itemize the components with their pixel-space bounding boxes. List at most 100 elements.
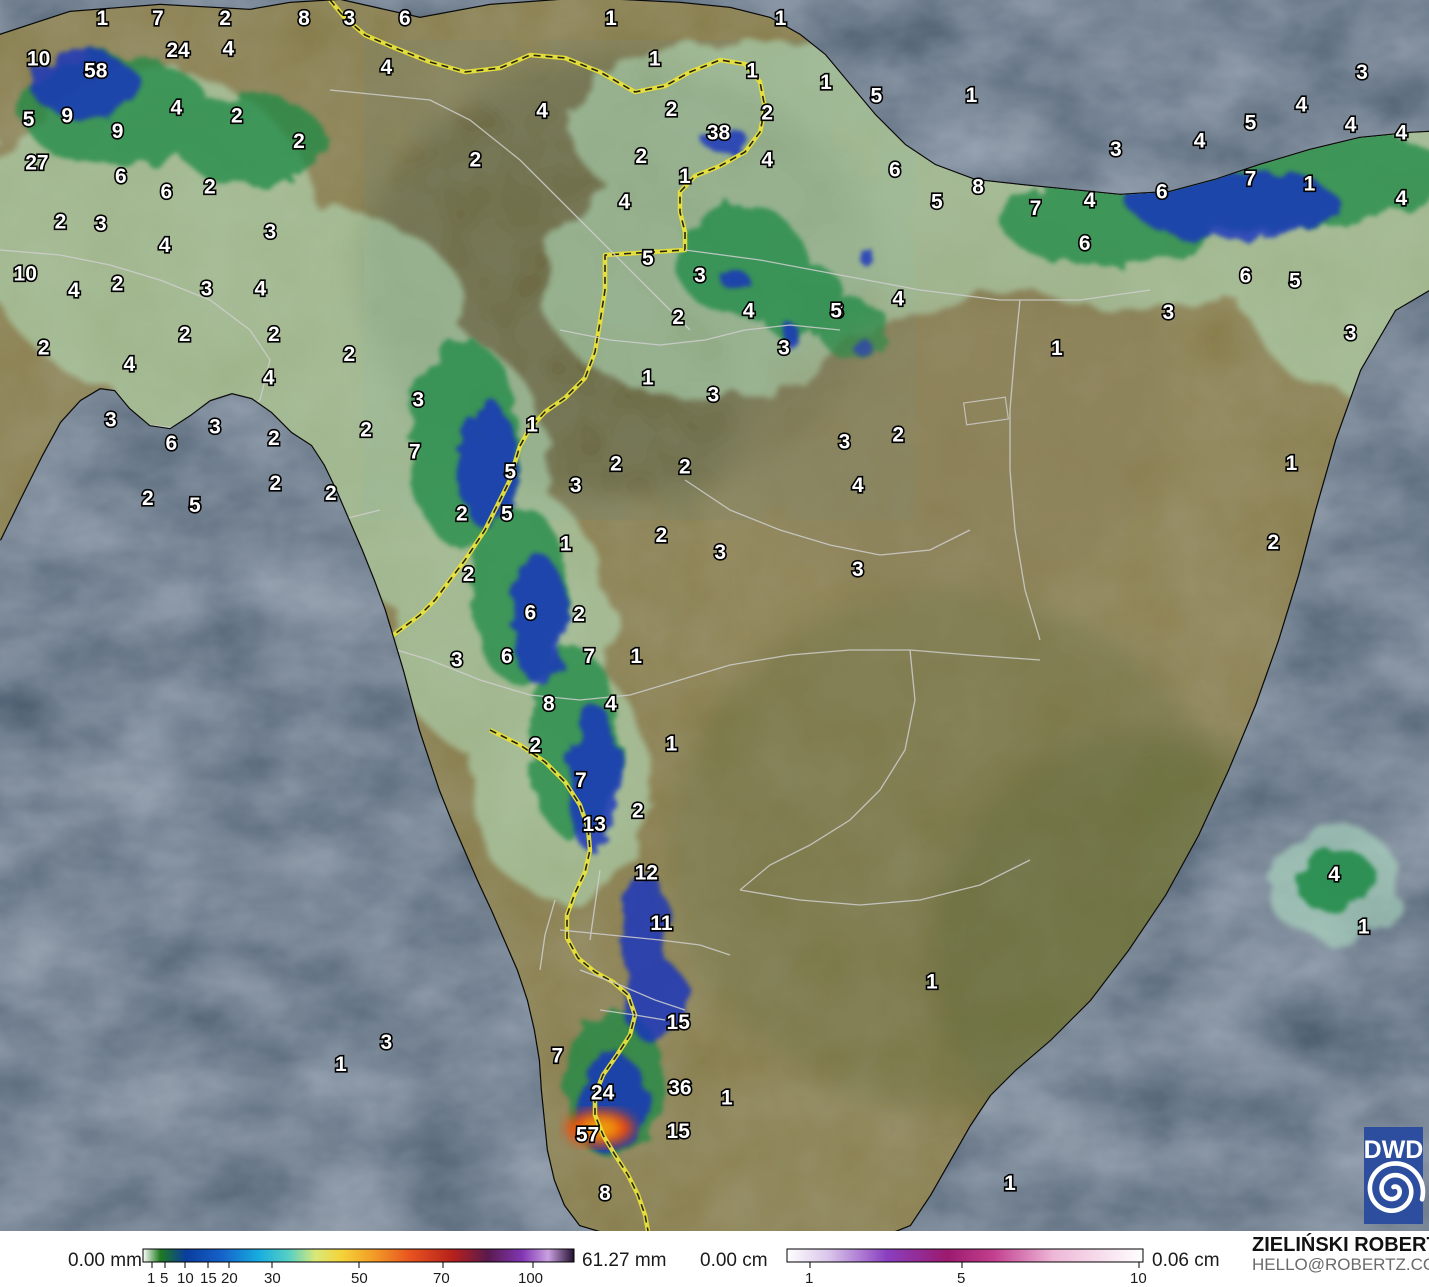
- svg-text:27: 27: [25, 152, 48, 175]
- svg-text:1: 1: [1304, 172, 1316, 195]
- svg-text:3: 3: [1163, 301, 1175, 324]
- svg-text:2: 2: [610, 452, 622, 475]
- svg-text:7: 7: [1245, 168, 1257, 191]
- svg-text:3: 3: [839, 430, 851, 453]
- svg-text:6: 6: [399, 7, 411, 30]
- svg-text:ZIELIŃSKI ROBERT: ZIELIŃSKI ROBERT: [1252, 1233, 1429, 1256]
- svg-text:2: 2: [268, 427, 280, 450]
- svg-text:100: 100: [518, 1270, 543, 1287]
- svg-text:70: 70: [433, 1270, 450, 1287]
- svg-text:3: 3: [778, 336, 790, 359]
- svg-text:5: 5: [1289, 270, 1301, 293]
- svg-text:0.06 cm: 0.06 cm: [1152, 1250, 1220, 1271]
- svg-text:30: 30: [264, 1270, 281, 1287]
- svg-text:8: 8: [543, 692, 555, 715]
- svg-text:1: 1: [526, 414, 538, 437]
- svg-text:2: 2: [55, 211, 67, 234]
- svg-text:3: 3: [1356, 61, 1368, 84]
- svg-text:1: 1: [1051, 337, 1063, 360]
- svg-text:1: 1: [147, 1270, 155, 1287]
- svg-text:5: 5: [931, 190, 943, 213]
- svg-text:3: 3: [105, 409, 117, 432]
- svg-text:5: 5: [830, 299, 842, 322]
- svg-text:4: 4: [619, 190, 631, 213]
- svg-text:2: 2: [672, 306, 684, 329]
- svg-text:6: 6: [501, 645, 513, 668]
- svg-text:1: 1: [1358, 915, 1370, 938]
- svg-text:5: 5: [23, 108, 35, 131]
- svg-text:4: 4: [1345, 113, 1357, 136]
- svg-text:4: 4: [380, 56, 392, 79]
- svg-text:3: 3: [343, 7, 355, 30]
- svg-text:4: 4: [852, 474, 864, 497]
- svg-text:2: 2: [456, 502, 468, 525]
- svg-text:3: 3: [412, 388, 424, 411]
- svg-text:8: 8: [599, 1182, 611, 1205]
- svg-text:5: 5: [160, 1270, 168, 1287]
- svg-text:4: 4: [761, 148, 773, 171]
- svg-text:12: 12: [635, 862, 658, 885]
- svg-text:58: 58: [84, 59, 108, 82]
- svg-text:2: 2: [635, 145, 647, 168]
- svg-text:13: 13: [583, 813, 606, 836]
- svg-text:1: 1: [805, 1270, 813, 1287]
- svg-text:3: 3: [570, 474, 582, 497]
- svg-text:HELLO@ROBERTZ.COM: HELLO@ROBERTZ.COM: [1252, 1255, 1429, 1274]
- svg-text:6: 6: [1079, 232, 1091, 255]
- svg-text:5: 5: [501, 502, 513, 525]
- svg-text:1: 1: [605, 7, 617, 30]
- svg-text:2: 2: [204, 175, 216, 198]
- svg-text:4: 4: [254, 278, 266, 301]
- svg-text:1: 1: [649, 48, 661, 71]
- svg-text:2: 2: [268, 323, 280, 346]
- svg-text:1: 1: [630, 645, 642, 668]
- svg-text:6: 6: [525, 602, 537, 625]
- svg-text:5: 5: [957, 1270, 965, 1287]
- svg-text:1: 1: [1286, 452, 1298, 475]
- svg-text:8: 8: [972, 176, 984, 199]
- svg-text:3: 3: [708, 383, 720, 406]
- svg-text:4: 4: [605, 692, 617, 715]
- svg-text:15: 15: [200, 1270, 217, 1287]
- svg-text:7: 7: [1030, 197, 1042, 220]
- svg-text:15: 15: [667, 1120, 691, 1143]
- svg-text:6: 6: [1156, 181, 1168, 204]
- svg-text:24: 24: [166, 39, 190, 62]
- svg-text:11: 11: [650, 912, 673, 935]
- svg-text:61.27 mm: 61.27 mm: [582, 1250, 666, 1271]
- svg-text:4: 4: [536, 100, 548, 123]
- svg-text:10: 10: [14, 262, 37, 285]
- svg-text:1: 1: [721, 1087, 733, 1110]
- svg-text:DWD: DWD: [1364, 1136, 1424, 1164]
- svg-text:4: 4: [223, 38, 235, 61]
- svg-text:4: 4: [1328, 863, 1340, 886]
- svg-text:3: 3: [95, 212, 107, 235]
- svg-text:2: 2: [360, 419, 372, 442]
- svg-text:36: 36: [668, 1077, 691, 1100]
- svg-text:2: 2: [463, 563, 475, 586]
- svg-text:7: 7: [583, 645, 595, 668]
- svg-text:10: 10: [177, 1270, 194, 1287]
- svg-text:5: 5: [642, 247, 654, 270]
- svg-text:6: 6: [889, 159, 901, 182]
- svg-text:5: 5: [871, 85, 883, 108]
- svg-text:5: 5: [504, 461, 516, 484]
- svg-text:4: 4: [1084, 189, 1096, 212]
- svg-text:2: 2: [632, 800, 644, 823]
- svg-text:2: 2: [325, 482, 337, 505]
- svg-text:7: 7: [409, 441, 421, 464]
- svg-text:1: 1: [666, 732, 678, 755]
- svg-text:3: 3: [852, 558, 864, 581]
- svg-text:6: 6: [160, 180, 172, 203]
- svg-text:2: 2: [219, 7, 231, 30]
- svg-text:7: 7: [551, 1045, 563, 1068]
- svg-text:15: 15: [667, 1011, 691, 1034]
- svg-text:6: 6: [165, 432, 177, 455]
- svg-text:2: 2: [142, 487, 154, 510]
- svg-text:2: 2: [293, 130, 305, 153]
- svg-text:57: 57: [576, 1124, 599, 1147]
- svg-text:3: 3: [1110, 138, 1122, 161]
- svg-text:4: 4: [123, 353, 135, 376]
- svg-text:20: 20: [221, 1270, 238, 1287]
- svg-text:2: 2: [270, 472, 282, 495]
